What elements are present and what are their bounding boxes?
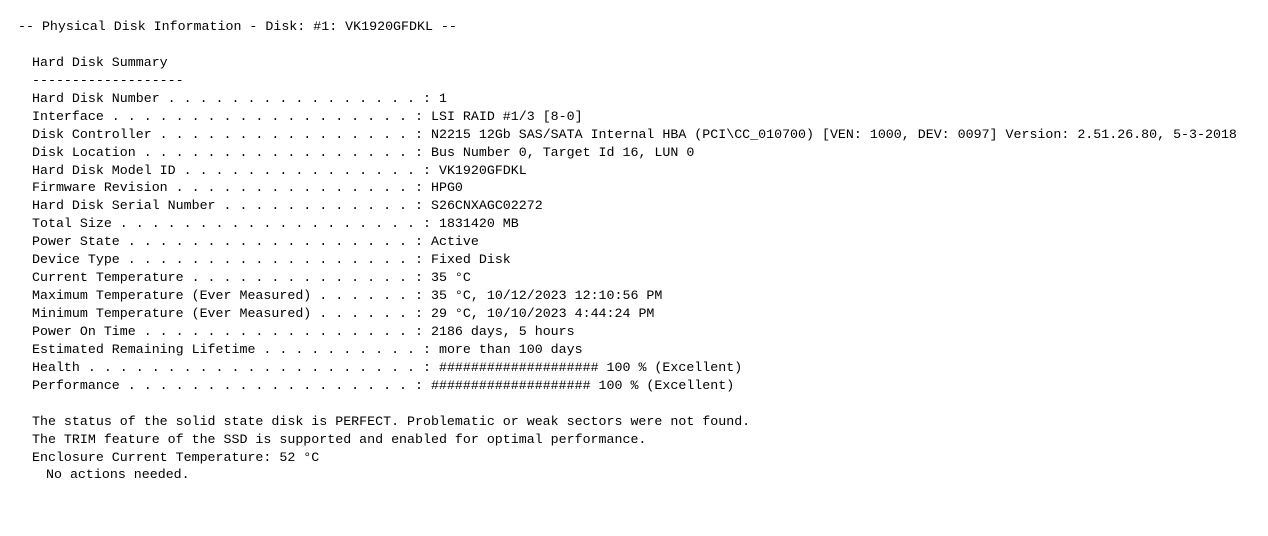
summary-row-value: Fixed Disk: [431, 252, 511, 267]
summary-row: Health . . . . . . . . . . . . . . . . .…: [18, 359, 1268, 377]
summary-row-label: Health . . . . . . . . . . . . . . . . .…: [32, 360, 431, 375]
summary-row: Disk Controller . . . . . . . . . . . . …: [18, 126, 1268, 144]
summary-row-value: 29 °C, 10/10/2023 4:44:24 PM: [431, 306, 654, 321]
summary-row-label: Performance . . . . . . . . . . . . . . …: [32, 378, 423, 393]
summary-row-label: Current Temperature . . . . . . . . . . …: [32, 270, 423, 285]
summary-row-value: 35 °C: [431, 270, 471, 285]
summary-row: Power On Time . . . . . . . . . . . . . …: [18, 323, 1268, 341]
header-disk-index: 1: [321, 19, 329, 34]
summary-row: Interface . . . . . . . . . . . . . . . …: [18, 108, 1268, 126]
summary-row-label: Firmware Revision . . . . . . . . . . . …: [32, 180, 423, 195]
summary-row-value: N2215 12Gb SAS/SATA Internal HBA (PCI\CC…: [431, 127, 1237, 142]
summary-row-value: VK1920GFDKL: [439, 163, 527, 178]
summary-row: Estimated Remaining Lifetime . . . . . .…: [18, 341, 1268, 359]
summary-row-value: #################### 100 % (Excellent): [439, 360, 742, 375]
blank-line: [18, 395, 1268, 413]
header-line: -- Physical Disk Information - Disk: #1:…: [18, 18, 1268, 36]
header-suffix: --: [433, 19, 457, 34]
summary-row-label: Device Type . . . . . . . . . . . . . . …: [32, 252, 423, 267]
header-mid: :: [329, 19, 345, 34]
summary-row-label: Disk Location . . . . . . . . . . . . . …: [32, 145, 423, 160]
summary-row-value: 1: [439, 91, 447, 106]
section-title: Hard Disk Summary: [18, 54, 1268, 72]
summary-row-label: Hard Disk Model ID . . . . . . . . . . .…: [32, 163, 431, 178]
summary-row: Power State . . . . . . . . . . . . . . …: [18, 233, 1268, 251]
summary-row: Hard Disk Number . . . . . . . . . . . .…: [18, 90, 1268, 108]
summary-row: Minimum Temperature (Ever Measured) . . …: [18, 305, 1268, 323]
summary-row-label: Hard Disk Number . . . . . . . . . . . .…: [32, 91, 431, 106]
footer-status-line: The status of the solid state disk is PE…: [18, 413, 1268, 431]
summary-row: Device Type . . . . . . . . . . . . . . …: [18, 251, 1268, 269]
summary-row-value: #################### 100 % (Excellent): [431, 378, 734, 393]
summary-row: Maximum Temperature (Ever Measured) . . …: [18, 287, 1268, 305]
summary-row-value: Bus Number 0, Target Id 16, LUN 0: [431, 145, 694, 160]
summary-row-label: Estimated Remaining Lifetime . . . . . .…: [32, 342, 431, 357]
summary-row: Hard Disk Serial Number . . . . . . . . …: [18, 197, 1268, 215]
summary-row-label: Power On Time . . . . . . . . . . . . . …: [32, 324, 423, 339]
footer-actions-line: No actions needed.: [18, 466, 1268, 484]
summary-row: Hard Disk Model ID . . . . . . . . . . .…: [18, 162, 1268, 180]
blank-line: [18, 36, 1268, 54]
summary-row-value: LSI RAID #1/3 [8-0]: [431, 109, 583, 124]
summary-row-value: 1831420 MB: [439, 216, 519, 231]
header-disk-model: VK1920GFDKL: [345, 19, 433, 34]
summary-row-value: 2186 days, 5 hours: [431, 324, 575, 339]
summary-row-value: HPG0: [431, 180, 463, 195]
summary-row-label: Power State . . . . . . . . . . . . . . …: [32, 234, 423, 249]
section-underline: -------------------: [18, 72, 1268, 90]
summary-row-label: Interface . . . . . . . . . . . . . . . …: [32, 109, 423, 124]
summary-row: Disk Location . . . . . . . . . . . . . …: [18, 144, 1268, 162]
summary-row-value: Active: [431, 234, 479, 249]
summary-row: Firmware Revision . . . . . . . . . . . …: [18, 179, 1268, 197]
summary-row-label: Disk Controller . . . . . . . . . . . . …: [32, 127, 423, 142]
summary-row-label: Total Size . . . . . . . . . . . . . . .…: [32, 216, 431, 231]
summary-row-value: more than 100 days: [439, 342, 583, 357]
summary-row: Current Temperature . . . . . . . . . . …: [18, 269, 1268, 287]
summary-row-label: Hard Disk Serial Number . . . . . . . . …: [32, 198, 423, 213]
footer-trim-line: The TRIM feature of the SSD is supported…: [18, 431, 1268, 449]
summary-row-label: Maximum Temperature (Ever Measured) . . …: [32, 288, 423, 303]
summary-row-value: 35 °C, 10/12/2023 12:10:56 PM: [431, 288, 662, 303]
summary-row-label: Minimum Temperature (Ever Measured) . . …: [32, 306, 423, 321]
summary-row-value: S26CNXAGC02272: [431, 198, 543, 213]
footer-enclosure-temp-line: Enclosure Current Temperature: 52 °C: [18, 449, 1268, 467]
summary-row: Total Size . . . . . . . . . . . . . . .…: [18, 215, 1268, 233]
summary-row: Performance . . . . . . . . . . . . . . …: [18, 377, 1268, 395]
header-prefix: -- Physical Disk Information - Disk: #: [18, 19, 321, 34]
